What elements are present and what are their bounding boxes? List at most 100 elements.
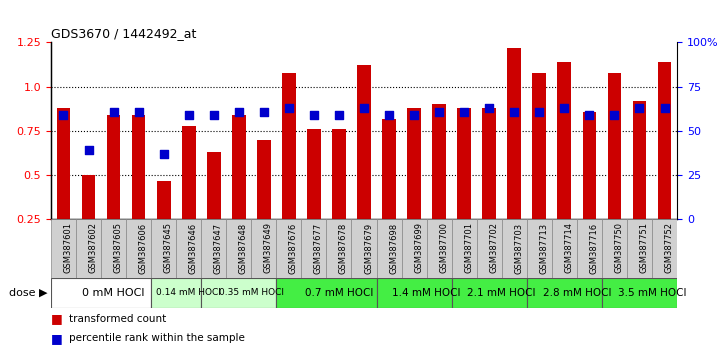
Bar [132, 115, 146, 219]
Bar [657, 62, 671, 219]
Bar [326, 219, 352, 278]
Bar [407, 108, 421, 219]
Bar [352, 219, 376, 278]
Point [483, 105, 495, 111]
Bar [507, 48, 521, 219]
Bar [652, 42, 677, 219]
Bar [602, 278, 677, 308]
Text: GSM387676: GSM387676 [289, 222, 298, 274]
Text: ■: ■ [51, 332, 67, 344]
Bar [527, 42, 552, 219]
Bar [602, 42, 627, 219]
Bar [402, 219, 427, 278]
Text: GSM387751: GSM387751 [639, 222, 649, 273]
Text: 0 mM HOCl: 0 mM HOCl [82, 288, 145, 298]
Bar [332, 129, 346, 219]
Bar [558, 62, 571, 219]
Bar [633, 101, 646, 219]
Bar [502, 219, 527, 278]
Point [433, 109, 445, 114]
Bar [107, 115, 120, 219]
Bar [457, 108, 471, 219]
Bar [57, 108, 71, 219]
Text: GSM387645: GSM387645 [164, 222, 173, 273]
Text: GSM387605: GSM387605 [114, 222, 122, 273]
Text: GSM387750: GSM387750 [614, 222, 623, 273]
Point [408, 112, 420, 118]
Text: GSM387713: GSM387713 [539, 222, 548, 274]
Text: 0.14 mM HOCl: 0.14 mM HOCl [157, 289, 221, 297]
Bar [51, 219, 76, 278]
Point [584, 112, 596, 118]
Point [534, 109, 545, 114]
Bar [402, 42, 427, 219]
Bar [382, 119, 396, 219]
Bar [157, 181, 170, 219]
Point [609, 112, 620, 118]
Bar [357, 65, 371, 219]
Bar [201, 42, 226, 219]
Text: 2.8 mM HOCl: 2.8 mM HOCl [542, 288, 611, 298]
Bar [232, 115, 245, 219]
Bar [201, 219, 226, 278]
Point [258, 109, 269, 114]
Bar [376, 42, 402, 219]
Text: GSM387646: GSM387646 [189, 222, 198, 274]
Point [633, 105, 645, 111]
Bar [182, 126, 196, 219]
Point [233, 109, 245, 114]
Bar [451, 219, 477, 278]
Text: GSM387699: GSM387699 [414, 222, 423, 273]
Bar [277, 42, 301, 219]
Bar [483, 108, 496, 219]
Point [108, 109, 119, 114]
Text: GSM387677: GSM387677 [314, 222, 323, 274]
Bar [301, 42, 326, 219]
Text: GSM387679: GSM387679 [364, 222, 373, 274]
Bar [277, 278, 376, 308]
Bar [307, 129, 321, 219]
Bar [257, 140, 271, 219]
Point [383, 112, 395, 118]
Text: GSM387703: GSM387703 [514, 222, 523, 274]
Text: 0.35 mM HOCl: 0.35 mM HOCl [219, 289, 284, 297]
Bar [652, 219, 677, 278]
Bar [451, 278, 527, 308]
Bar [126, 42, 151, 219]
Bar [577, 219, 602, 278]
Bar [176, 219, 201, 278]
Bar [532, 73, 546, 219]
Bar [251, 219, 277, 278]
Point [659, 105, 670, 111]
Bar [76, 219, 101, 278]
Point [208, 112, 220, 118]
Bar [201, 278, 277, 308]
Bar [277, 219, 301, 278]
Text: GSM387649: GSM387649 [264, 222, 273, 273]
Text: GSM387714: GSM387714 [564, 222, 574, 273]
Bar [376, 278, 451, 308]
Bar [552, 42, 577, 219]
Point [333, 112, 345, 118]
Bar [608, 73, 621, 219]
Bar [552, 219, 577, 278]
Text: 1.4 mM HOCl: 1.4 mM HOCl [392, 288, 461, 298]
Bar [602, 219, 627, 278]
Bar [207, 152, 221, 219]
Point [283, 105, 295, 111]
Bar [376, 219, 402, 278]
Text: GSM387701: GSM387701 [464, 222, 473, 273]
Text: GSM387702: GSM387702 [489, 222, 498, 273]
Bar [151, 219, 176, 278]
Bar [282, 73, 296, 219]
Text: GDS3670 / 1442492_at: GDS3670 / 1442492_at [51, 27, 197, 40]
Text: percentile rank within the sample: percentile rank within the sample [69, 333, 245, 343]
Point [358, 105, 370, 111]
Bar [582, 112, 596, 219]
Bar [527, 278, 602, 308]
Point [183, 112, 194, 118]
Point [132, 109, 144, 114]
Point [158, 151, 170, 157]
Bar [126, 219, 151, 278]
Bar [627, 42, 652, 219]
